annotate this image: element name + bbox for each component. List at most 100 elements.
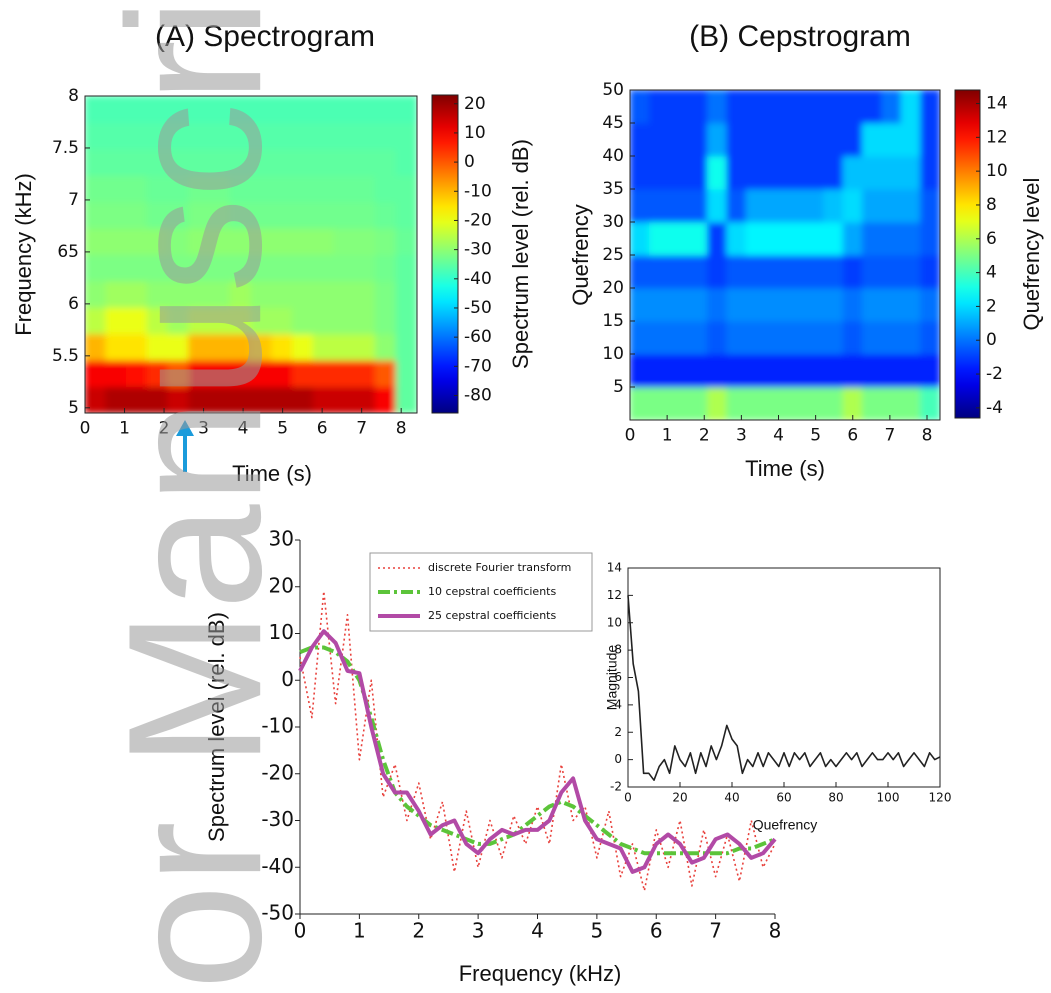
heatmap-cell [292, 386, 314, 413]
heatmap-cell [209, 386, 231, 413]
colorbar-tick-label: -30 [464, 240, 492, 260]
heatmap-cell [333, 306, 356, 335]
heatmap-cell [707, 287, 728, 322]
heatmap-cell [105, 359, 127, 388]
heatmap-cell [765, 254, 786, 289]
heatmap-cell [726, 221, 747, 256]
heatmap-cell [803, 353, 825, 388]
heatmap-cell [630, 287, 650, 322]
x-tick-label: 2 [699, 425, 710, 445]
y-axis-label: Magnitude [604, 645, 620, 711]
heatmap-cell [920, 221, 940, 256]
heatmap-cell [229, 306, 252, 335]
heatmap-cells [85, 96, 417, 413]
colorbar-tick-label: 10 [986, 161, 1008, 181]
heatmap-cell [687, 320, 708, 355]
heatmap-cell [726, 320, 747, 355]
heatmap-cell [900, 155, 922, 190]
heatmap-cell [395, 306, 417, 335]
y-tick-label: 0 [614, 752, 622, 766]
colorbar-tick-label: 20 [464, 94, 486, 114]
heatmap-cell [146, 386, 169, 413]
colorbar-tick-label: 8 [986, 195, 997, 215]
heatmap-cell [292, 201, 314, 229]
x-axis-label: Frequency (kHz) [459, 961, 622, 986]
heatmap-cell [920, 188, 940, 223]
heatmap-cell [726, 122, 747, 157]
y-tick-label: 5 [68, 398, 79, 418]
heatmap-cell [209, 201, 231, 229]
heatmap-cell [167, 280, 190, 308]
heatmap-cell [784, 254, 805, 289]
heatmap-cell [900, 122, 922, 157]
heatmap-cell [209, 333, 231, 361]
heatmap-cell [745, 122, 767, 157]
heatmap-cell [126, 306, 148, 335]
heatmap-cell [395, 174, 417, 203]
heatmap-cell [188, 121, 210, 150]
heatmap-cell [687, 188, 708, 223]
heatmap-cell [823, 386, 844, 420]
heatmap-cell [126, 174, 148, 203]
heatmap-cell [784, 122, 805, 157]
heatmap-cell [167, 254, 190, 282]
heatmap-cell [375, 201, 397, 229]
heatmap-cell [209, 280, 231, 308]
heatmap-cell [648, 320, 670, 355]
series-line [298, 629, 777, 874]
heatmap-cell [648, 155, 670, 190]
heatmap-cell [188, 201, 210, 229]
heatmap-cell [803, 386, 825, 420]
heatmap-cell [229, 254, 252, 282]
colorbar-tick-label: -50 [464, 298, 492, 318]
x-tick-label: 0 [80, 418, 91, 438]
heatmap-cell [271, 254, 293, 282]
heatmap-cell [333, 121, 356, 150]
heatmap-cell [395, 333, 417, 361]
heatmap-cell [105, 306, 127, 335]
x-tick-label: 5 [591, 919, 604, 943]
colorbar [431, 94, 459, 414]
heatmap-cell [648, 386, 670, 420]
heatmap-cell [648, 287, 670, 322]
y-tick-label: 4 [614, 697, 622, 711]
heatmap-cell [271, 201, 293, 229]
heatmap-cell [745, 155, 767, 190]
y-tick-label: 8 [614, 643, 622, 657]
heatmap-cell [250, 306, 273, 335]
y-tick-label: 35 [602, 179, 624, 199]
heatmap-cell [126, 227, 148, 255]
y-tick-label: 25 [602, 245, 624, 265]
heatmap-cell [648, 221, 670, 256]
heatmap-cell [126, 280, 148, 308]
heatmap-cell [188, 227, 210, 255]
y-tick-label: 6 [614, 670, 622, 684]
x-tick-label: 6 [650, 919, 663, 943]
heatmap-cell [745, 221, 767, 256]
heatmap-cell [188, 174, 210, 203]
x-tick-label: 3 [736, 425, 747, 445]
heatmap-cell [333, 174, 356, 203]
heatmap-cell [707, 221, 728, 256]
x-tick-label: 8 [396, 418, 407, 438]
heatmap-cell [630, 122, 650, 157]
heatmap-cell [375, 148, 397, 176]
x-tick-label: 40 [724, 790, 739, 804]
heatmap-cell [126, 386, 148, 413]
heatmap-cell [900, 287, 922, 322]
heatmap-cell [146, 306, 169, 335]
heatmap-cell [126, 121, 148, 150]
heatmap-cell [630, 221, 650, 256]
x-tick-label: 6 [317, 418, 328, 438]
heatmap-cell [803, 122, 825, 157]
y-tick-label: 40 [602, 146, 624, 166]
chart-title: (B) Cepstrogram [689, 20, 911, 53]
y-tick-label: 10 [269, 620, 294, 644]
heatmap-cell [745, 254, 767, 289]
heatmap-cell [842, 188, 863, 223]
heatmap-cell [707, 155, 728, 190]
heatmap-cell [726, 287, 747, 322]
y-tick-label: 20 [602, 278, 624, 298]
watermark: or Manuscript [89, 0, 301, 990]
heatmap-cell [85, 254, 107, 282]
